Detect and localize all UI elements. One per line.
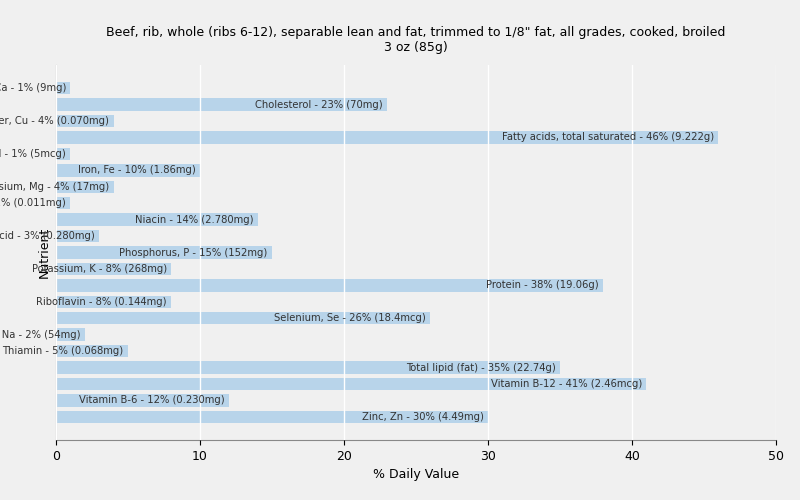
Bar [56, 148, 70, 160]
Text: Vitamin B-12 - 41% (2.46mcg): Vitamin B-12 - 41% (2.46mcg) [491, 379, 642, 389]
Bar [56, 132, 718, 143]
Title: Beef, rib, whole (ribs 6-12), separable lean and fat, trimmed to 1/8" fat, all g: Beef, rib, whole (ribs 6-12), separable … [106, 26, 726, 54]
Bar [56, 214, 258, 226]
Bar [56, 279, 603, 291]
Text: Niacin - 14% (2.780mg): Niacin - 14% (2.780mg) [134, 214, 254, 224]
Text: Phosphorus, P - 15% (152mg): Phosphorus, P - 15% (152mg) [119, 248, 268, 258]
Text: Folate, total - 1% (5mcg): Folate, total - 1% (5mcg) [0, 149, 66, 159]
Bar [56, 263, 171, 275]
Bar [56, 296, 171, 308]
Bar [56, 345, 128, 357]
Text: Thiamin - 5% (0.068mg): Thiamin - 5% (0.068mg) [2, 346, 124, 356]
Text: Cholesterol - 23% (70mg): Cholesterol - 23% (70mg) [255, 100, 383, 110]
Text: Fatty acids, total saturated - 46% (9.222g): Fatty acids, total saturated - 46% (9.22… [502, 132, 714, 142]
Bar [56, 246, 272, 258]
Bar [56, 164, 200, 176]
Bar [56, 115, 114, 127]
Text: Pantothenic acid - 3% (0.280mg): Pantothenic acid - 3% (0.280mg) [0, 231, 95, 241]
Text: Vitamin B-6 - 12% (0.230mg): Vitamin B-6 - 12% (0.230mg) [79, 396, 225, 406]
Bar [56, 197, 70, 209]
Text: Total lipid (fat) - 35% (22.74g): Total lipid (fat) - 35% (22.74g) [406, 362, 556, 372]
Text: Selenium, Se - 26% (18.4mcg): Selenium, Se - 26% (18.4mcg) [274, 313, 426, 323]
Text: Riboflavin - 8% (0.144mg): Riboflavin - 8% (0.144mg) [36, 297, 167, 307]
Text: Calcium, Ca - 1% (9mg): Calcium, Ca - 1% (9mg) [0, 83, 66, 93]
Bar [56, 378, 646, 390]
Text: Magnesium, Mg - 4% (17mg): Magnesium, Mg - 4% (17mg) [0, 182, 110, 192]
Bar [56, 328, 85, 341]
Bar [56, 98, 387, 111]
Bar [56, 362, 560, 374]
Bar [56, 180, 114, 193]
Bar [56, 394, 229, 406]
Text: Zinc, Zn - 30% (4.49mg): Zinc, Zn - 30% (4.49mg) [362, 412, 484, 422]
Bar [56, 82, 70, 94]
Text: Copper, Cu - 4% (0.070mg): Copper, Cu - 4% (0.070mg) [0, 116, 110, 126]
Text: Sodium, Na - 2% (54mg): Sodium, Na - 2% (54mg) [0, 330, 81, 340]
Y-axis label: Nutrient: Nutrient [38, 227, 50, 278]
Bar [56, 312, 430, 324]
X-axis label: % Daily Value: % Daily Value [373, 468, 459, 481]
Text: Manganese, Mn - 1% (0.011mg): Manganese, Mn - 1% (0.011mg) [0, 198, 66, 208]
Bar [56, 410, 488, 423]
Text: Potassium, K - 8% (268mg): Potassium, K - 8% (268mg) [32, 264, 167, 274]
Text: Protein - 38% (19.06g): Protein - 38% (19.06g) [486, 280, 599, 290]
Text: Iron, Fe - 10% (1.86mg): Iron, Fe - 10% (1.86mg) [78, 166, 196, 175]
Bar [56, 230, 99, 242]
